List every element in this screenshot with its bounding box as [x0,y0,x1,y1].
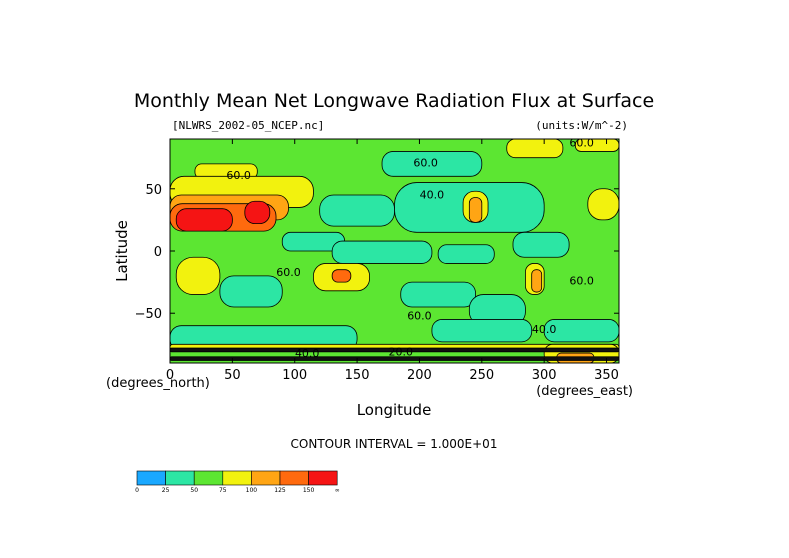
colorbar-swatch-0 [136,470,166,486]
units-label: (units:W/m^-2) [535,119,628,132]
colorbar-swatch-3 [222,470,252,486]
contour-region-33 [170,347,619,353]
colorbar-label-6: 150 [303,487,315,494]
colorbar-swatch-5 [279,470,309,486]
contour-region-1 [381,151,483,177]
contour-region-6 [437,244,495,264]
contour-label-7: 40.0 [532,323,557,336]
y-tick-label-1: 0 [154,245,162,260]
x-tick-label-3: 150 [345,368,370,383]
y-axis-label: Latitude [113,220,131,282]
contour-region-7 [512,231,570,258]
x-axis-label: Longitude [357,401,432,419]
contour-fill-layer [170,139,619,363]
colorbar-label-3: 75 [219,487,227,494]
contour-region-34 [170,356,619,361]
colorbar-label-4: 100 [246,487,258,494]
y-unit-label: (degrees_north) [106,376,210,391]
y-tick-label-0: 50 [145,183,162,198]
contour-label-9: 20.0 [388,346,413,359]
contour-region-12 [431,319,533,343]
contour-label-5: 60.0 [569,275,594,288]
x-tick-label-7: 350 [594,368,619,383]
x-tick-label-5: 250 [469,368,494,383]
colorbar-label-0: 0 [135,487,139,494]
x-unit-label: (degrees_east) [536,384,633,399]
colorbar-label-2: 50 [190,487,198,494]
chart-title: Monthly Mean Net Longwave Radiation Flux… [134,90,654,112]
x-axis-ticks: 0 50 100 150 200 250 300 350 [166,139,619,383]
contour-region-8 [219,275,283,308]
x-tick-label-0: 0 [166,368,174,383]
colorbar-swatch-2 [193,470,224,486]
contour-region-14 [506,139,564,159]
contour-label-4: 60.0 [276,266,301,279]
contour-label-2: 40.0 [420,189,445,202]
x-tick-label-2: 100 [282,368,307,383]
contour-region-26 [468,197,483,223]
contour-region-3 [319,194,395,227]
contour-interval-text: CONTOUR INTERVAL = 1.000E+01 [291,437,498,451]
colorbar-label-7: ∞ [335,487,340,494]
contour-label-3: 60.0 [226,169,251,182]
colorbar-swatch-4 [251,470,281,486]
contour-region-27 [531,269,543,293]
contour-region-15 [574,139,619,152]
contour-label-layer: 60.0 60.0 40.0 60.0 60.0 60.0 60.0 40.0 40.0 20.0 [226,136,594,360]
contour-region-19 [587,188,619,221]
contour-region-30 [331,269,352,283]
colorbar-swatch-6 [308,470,338,486]
x-tick-label-1: 50 [224,368,241,383]
x-tick-label-6: 300 [532,368,557,383]
contour-region-5 [331,240,433,264]
contour-label-0: 60.0 [569,136,594,149]
colorbar-label-5: 125 [274,487,286,494]
colorbar-label-1: 25 [162,487,170,494]
contour-label-8: 40.0 [295,347,320,360]
colorbar: 0 25 50 75 100 125 150 ∞ [135,470,340,494]
contour-label-1: 60.0 [413,156,438,169]
file-label: [NLWRS_2002-05_NCEP.nc] [172,119,324,132]
contour-region-9 [400,281,476,308]
contour-region-20 [175,256,221,295]
y-tick-label-2: −50 [135,307,162,322]
contour-region-13 [543,319,619,343]
colorbar-swatch-1 [165,470,195,486]
contour-label-6: 60.0 [407,309,432,322]
y-axis-ticks: 50 0 −50 [135,183,619,322]
x-tick-label-4: 200 [407,368,432,383]
contour-region-32 [244,200,271,225]
contour-region-31 [175,208,233,232]
